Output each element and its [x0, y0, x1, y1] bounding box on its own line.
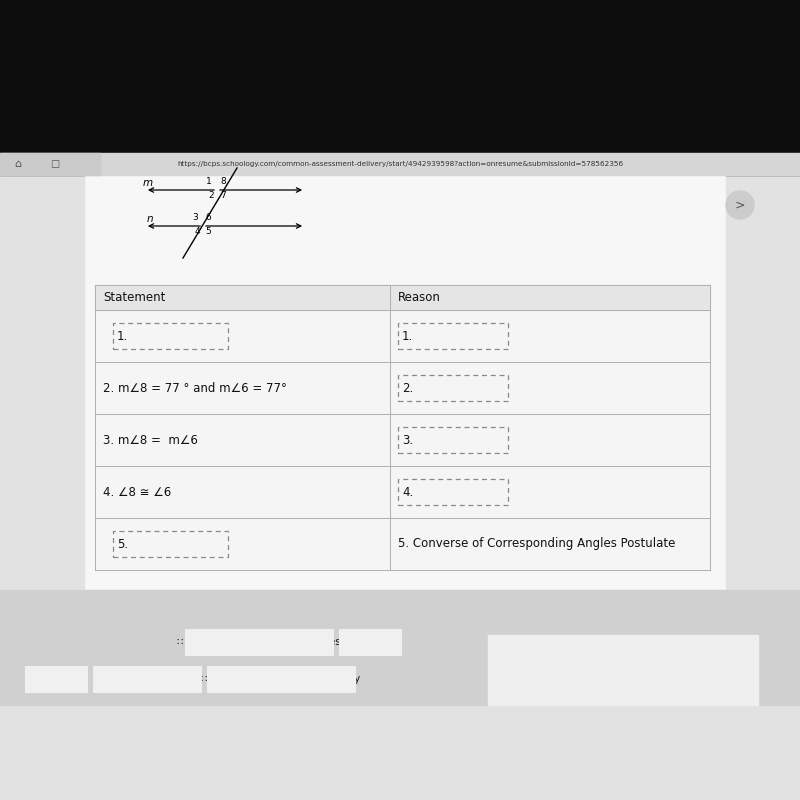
- Text: 3. m∠8 =  m∠6: 3. m∠8 = m∠6: [103, 434, 198, 446]
- Text: ∷ Given: ∷ Given: [37, 674, 75, 684]
- Bar: [185, 629, 333, 655]
- Text: ⌂: ⌂: [14, 159, 22, 169]
- Bar: [0, 175, 800, 800]
- Bar: [398, 427, 508, 453]
- Bar: [113, 323, 228, 349]
- Bar: [0, 153, 100, 175]
- Text: 5. Converse of Corresponding Angles Postulate: 5. Converse of Corresponding Angles Post…: [398, 538, 675, 550]
- Bar: [398, 479, 508, 505]
- Bar: [339, 629, 401, 655]
- Text: Reason: Reason: [398, 291, 441, 304]
- Bar: [0, 153, 800, 175]
- Bar: [95, 285, 710, 310]
- Bar: [85, 175, 725, 630]
- Text: m: m: [143, 178, 153, 188]
- Bar: [207, 666, 355, 692]
- Bar: [488, 635, 758, 705]
- Bar: [0, 0, 800, 175]
- Text: 8: 8: [220, 178, 226, 186]
- Text: ∷ Transitive Property of Equality: ∷ Transitive Property of Equality: [202, 674, 361, 684]
- Text: 6: 6: [205, 214, 211, 222]
- Text: ∷∷: ∷∷: [738, 641, 750, 650]
- Text: $m\angle 8 = (4x+25)°$ and $m\angle 6 = (5x+12)°$ and: $m\angle 8 = (4x+25)°$ and $m\angle 6 = …: [494, 654, 706, 666]
- Text: 1.: 1.: [402, 330, 414, 342]
- Text: https://bcps.schoology.com/common-assessment-delivery/start/4942939598?action=on: https://bcps.schoology.com/common-assess…: [177, 161, 623, 167]
- Text: □: □: [50, 159, 60, 169]
- Bar: [398, 375, 508, 401]
- Text: 5.: 5.: [117, 538, 128, 550]
- Text: 3.: 3.: [402, 434, 413, 446]
- Text: Statement: Statement: [103, 291, 166, 304]
- Bar: [95, 285, 710, 570]
- Text: 7: 7: [220, 191, 226, 201]
- Text: n: n: [146, 214, 153, 224]
- Text: 1: 1: [206, 178, 212, 186]
- Bar: [113, 531, 228, 557]
- Text: ∷ Definition of Congruent Angles: ∷ Definition of Congruent Angles: [177, 637, 341, 647]
- Bar: [25, 666, 87, 692]
- Text: 5: 5: [205, 227, 211, 237]
- Bar: [93, 666, 201, 692]
- Text: 4. ∠8 ≅ ∠6: 4. ∠8 ≅ ∠6: [103, 486, 171, 498]
- Text: x = 13: x = 13: [494, 674, 526, 682]
- Circle shape: [726, 191, 754, 219]
- Text: 3: 3: [192, 214, 198, 222]
- Text: 4.: 4.: [402, 486, 414, 498]
- Text: 2.: 2.: [402, 382, 414, 394]
- Text: >: >: [734, 198, 746, 211]
- Bar: [398, 323, 508, 349]
- Text: ∷ Substitute 13 for x: ∷ Substitute 13 for x: [96, 674, 198, 684]
- Bar: [0, 590, 800, 705]
- Text: 1.: 1.: [117, 330, 128, 342]
- Text: 4: 4: [194, 227, 200, 237]
- Text: ∷ m ∥ n: ∷ m ∥ n: [352, 637, 388, 647]
- Text: 2. m∠8 = 77 ° and m∠6 = 77°: 2. m∠8 = 77 ° and m∠6 = 77°: [103, 382, 287, 394]
- Text: 2: 2: [208, 191, 214, 201]
